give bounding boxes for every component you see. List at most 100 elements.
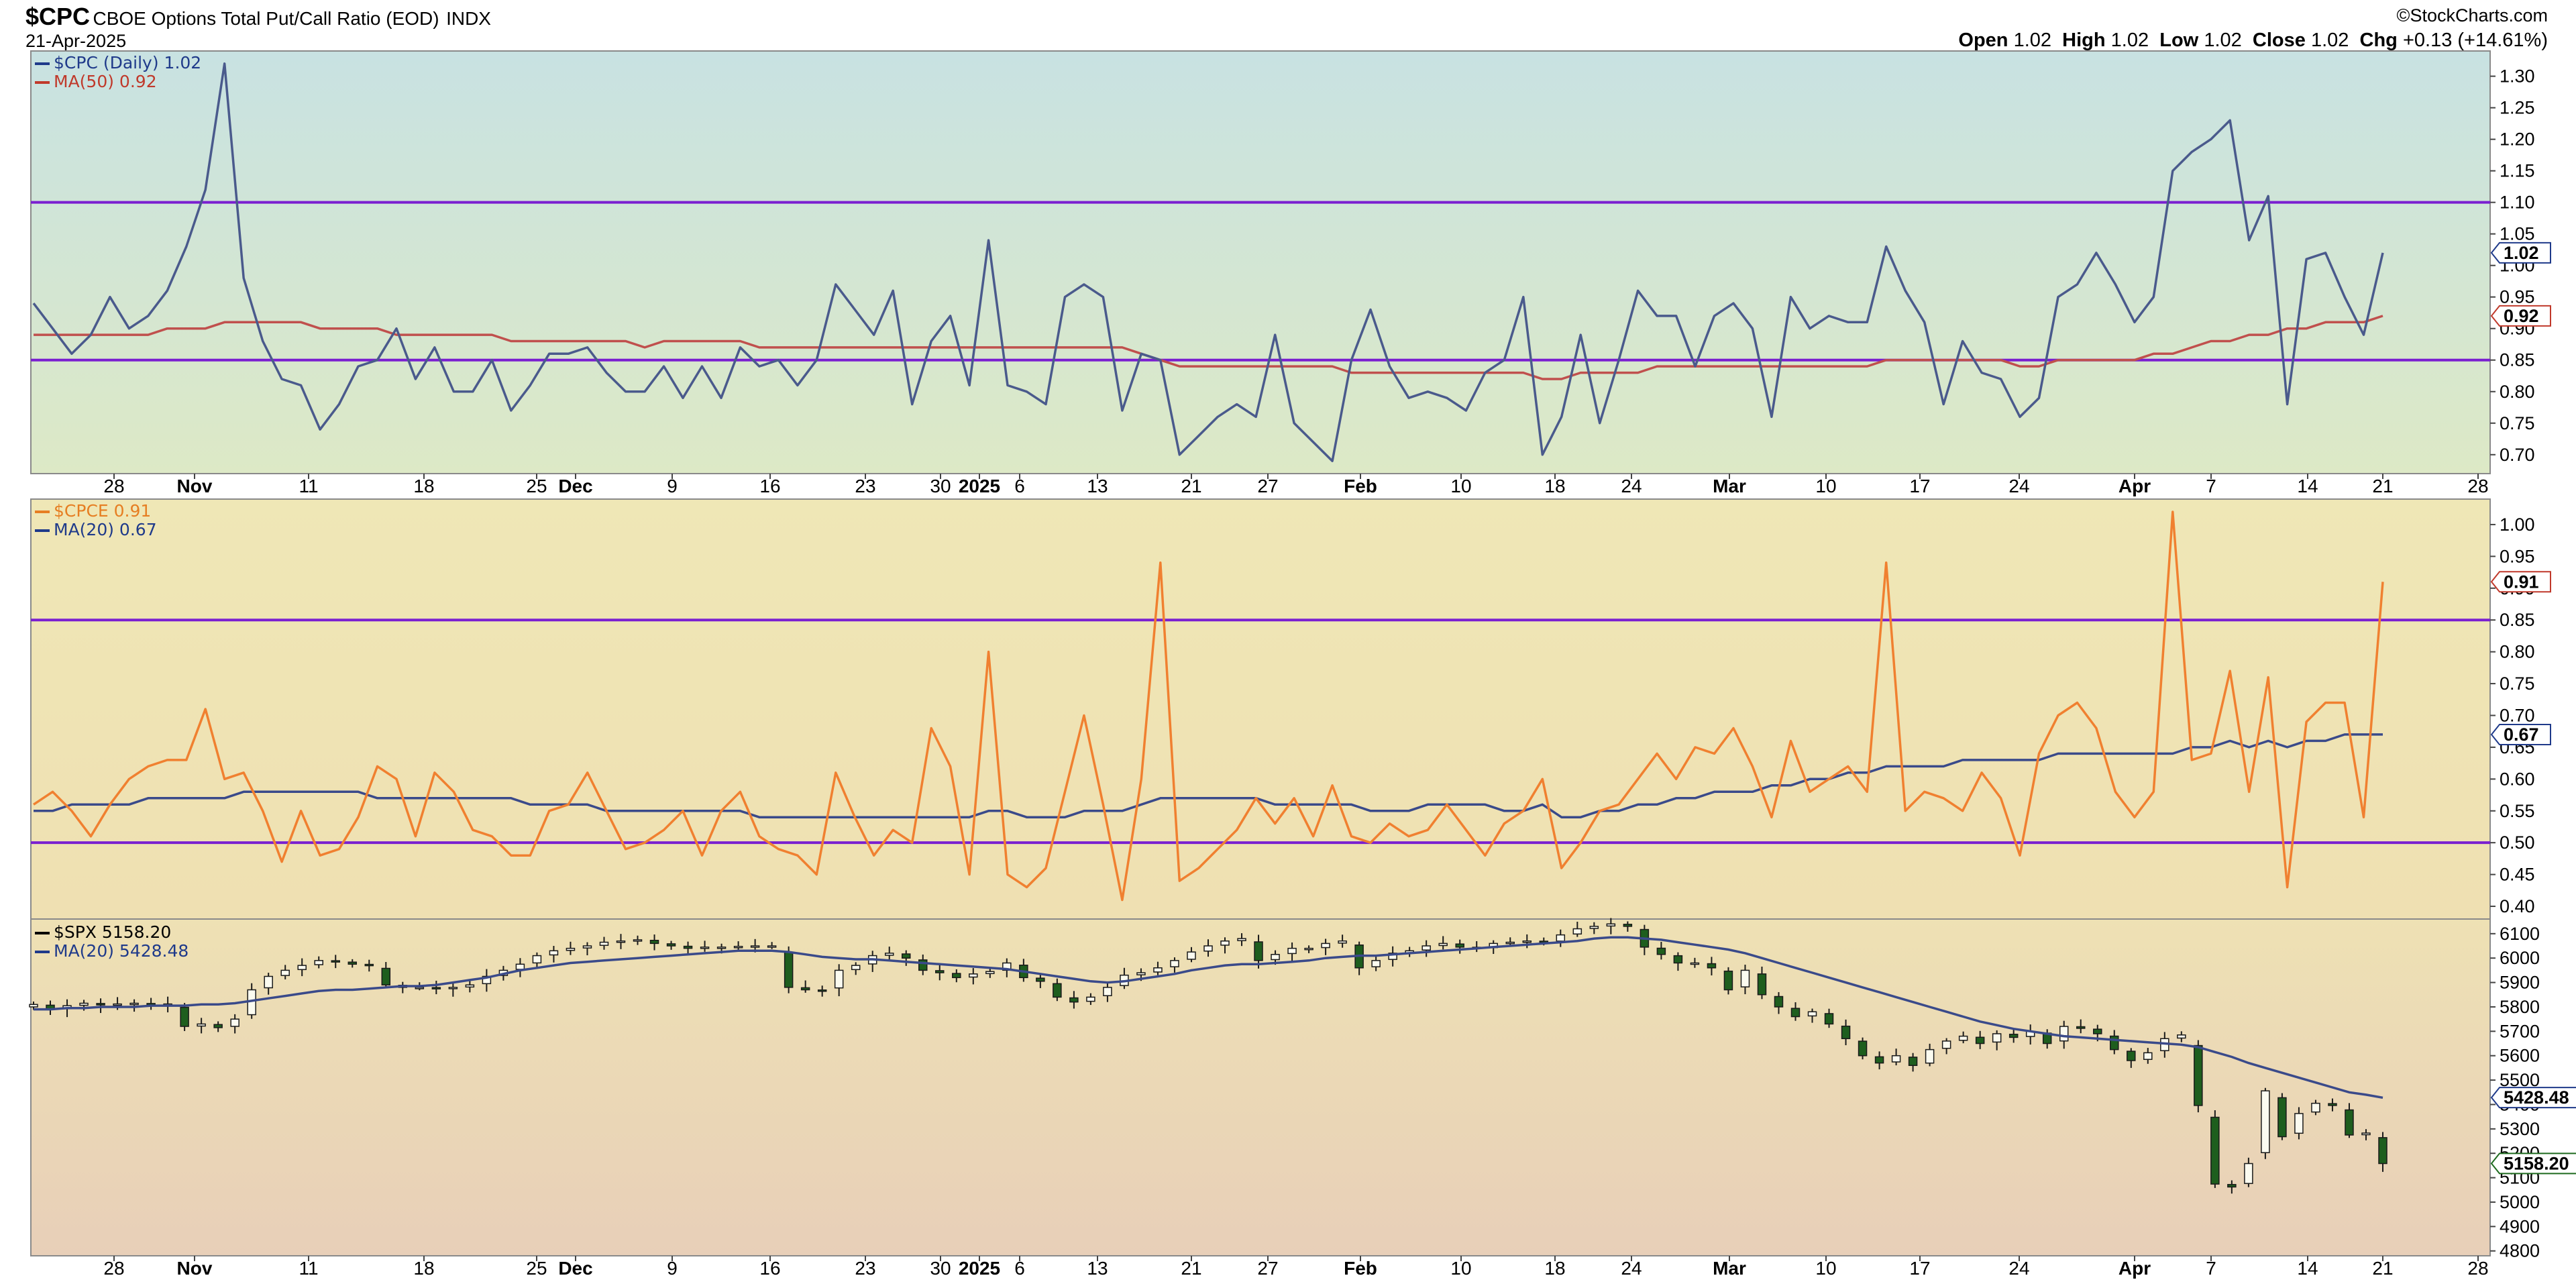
x-tick-label: 21 (2372, 1258, 2393, 1279)
candle-body (2076, 1026, 2086, 1029)
y-tick-label: 0.85 (2500, 350, 2535, 370)
candle-body (532, 955, 542, 964)
candle-body (2059, 1026, 2069, 1042)
candle (700, 941, 710, 952)
candle (2177, 1031, 2186, 1042)
spx-ma20-line (34, 936, 2383, 1099)
candle (1287, 942, 1297, 962)
candle-body (515, 963, 525, 970)
x-tick-label: 28 (103, 1258, 124, 1279)
candle (549, 946, 559, 963)
x-tick-label: Mar (1713, 1258, 1746, 1279)
value-badge-label: 5158.20 (2504, 1153, 2569, 1173)
candle (381, 962, 391, 988)
candle-body (482, 975, 492, 985)
candle (2076, 1019, 2086, 1034)
candle-body (297, 965, 307, 971)
legend-text: $CPC (Daily) 1.02 (54, 53, 202, 72)
candle-body (1220, 940, 1230, 946)
y-tick-label: 1.10 (2500, 193, 2535, 213)
candle-body (129, 1002, 139, 1006)
candle-body (2127, 1051, 2136, 1061)
candle-body (1690, 962, 1700, 965)
y-tick-label: 5500 (2500, 1070, 2540, 1090)
candle-body (1790, 1008, 1801, 1018)
candle (1153, 961, 1163, 975)
exchange-label: INDX (446, 8, 491, 29)
candle (1824, 1008, 1834, 1028)
candle (1992, 1030, 2002, 1051)
candle-body (1170, 960, 1179, 967)
candle (1958, 1031, 1968, 1044)
candle (952, 969, 961, 983)
legend-entry: MA(20) 5428.48 (35, 942, 189, 961)
x-tick-label: Apr (2118, 1258, 2151, 1279)
candle (1941, 1038, 1951, 1055)
candle-body (314, 960, 323, 965)
x-tick-label: Nov (177, 476, 213, 496)
candle (1673, 952, 1683, 971)
candle (616, 934, 626, 949)
y-tick-label: 1.00 (2500, 515, 2535, 535)
candle (1925, 1043, 1935, 1067)
x-tick-label: 10 (1450, 1258, 1471, 1279)
candle-body (1136, 972, 1146, 975)
candle (733, 941, 743, 951)
candle-body (952, 973, 961, 979)
value-badge-label: 0.67 (2504, 724, 2539, 745)
x-tick-label: Dec (558, 476, 592, 496)
candle (1690, 957, 1700, 968)
candle-body (1036, 977, 1045, 982)
legend-swatch (35, 81, 50, 84)
y-tick-label: 1.05 (2500, 224, 2535, 244)
candle-body (2008, 1034, 2019, 1038)
candle-body (1656, 947, 1666, 955)
value-badge-box (2490, 1152, 2576, 1175)
candle-body (381, 967, 391, 985)
candle (1086, 993, 1095, 1006)
panel-3-background (30, 918, 2491, 1256)
candle (1807, 1008, 1817, 1023)
candle-body (1086, 996, 1095, 1002)
x-tick-label: Mar (1713, 476, 1746, 496)
value-badge-label: 1.02 (2504, 243, 2539, 263)
candle-body (683, 945, 693, 949)
candle-body (549, 950, 559, 956)
x-tick-label: 21 (1181, 1258, 1201, 1279)
legend-text: $SPX 5158.20 (54, 922, 172, 942)
x-tick-label: Feb (1344, 476, 1377, 496)
candle-body (1925, 1049, 1935, 1064)
candle-body (851, 965, 861, 971)
legend-swatch (35, 951, 50, 953)
candle (2294, 1107, 2304, 1140)
y-tick-label: 5000 (2500, 1192, 2540, 1212)
low-value: 1.02 (2204, 30, 2242, 51)
candle-body (1774, 996, 1784, 1008)
y-tick-label: 0.70 (2500, 705, 2535, 725)
y-tick-label: 5900 (2500, 973, 2540, 993)
y-tick-label: 0.85 (2500, 610, 2535, 630)
x-tick-label: 6 (1014, 476, 1025, 496)
candle (2127, 1048, 2136, 1068)
candle (784, 946, 794, 994)
candle-body (1874, 1056, 1884, 1064)
candle (1438, 936, 1448, 950)
legend-swatch (35, 62, 50, 65)
candle (1757, 966, 1767, 1000)
open-value: 1.02 (2013, 30, 2052, 51)
x-tick-label: 17 (1909, 476, 1930, 496)
candle (1371, 955, 1381, 971)
candle (1891, 1049, 1901, 1066)
x-tick-label: 24 (2008, 476, 2029, 496)
candle (1203, 939, 1213, 957)
panel-1-background (30, 50, 2491, 474)
candle-body (230, 1018, 239, 1027)
legend-text: MA(20) 5428.48 (54, 941, 189, 961)
candle (180, 1003, 189, 1031)
x-tick-label: 13 (1087, 476, 1108, 496)
candle (1220, 937, 1230, 954)
ma50-line (34, 315, 2383, 380)
x-tick-label: Feb (1344, 1258, 1377, 1279)
y-tick-label: 0.40 (2500, 896, 2535, 916)
